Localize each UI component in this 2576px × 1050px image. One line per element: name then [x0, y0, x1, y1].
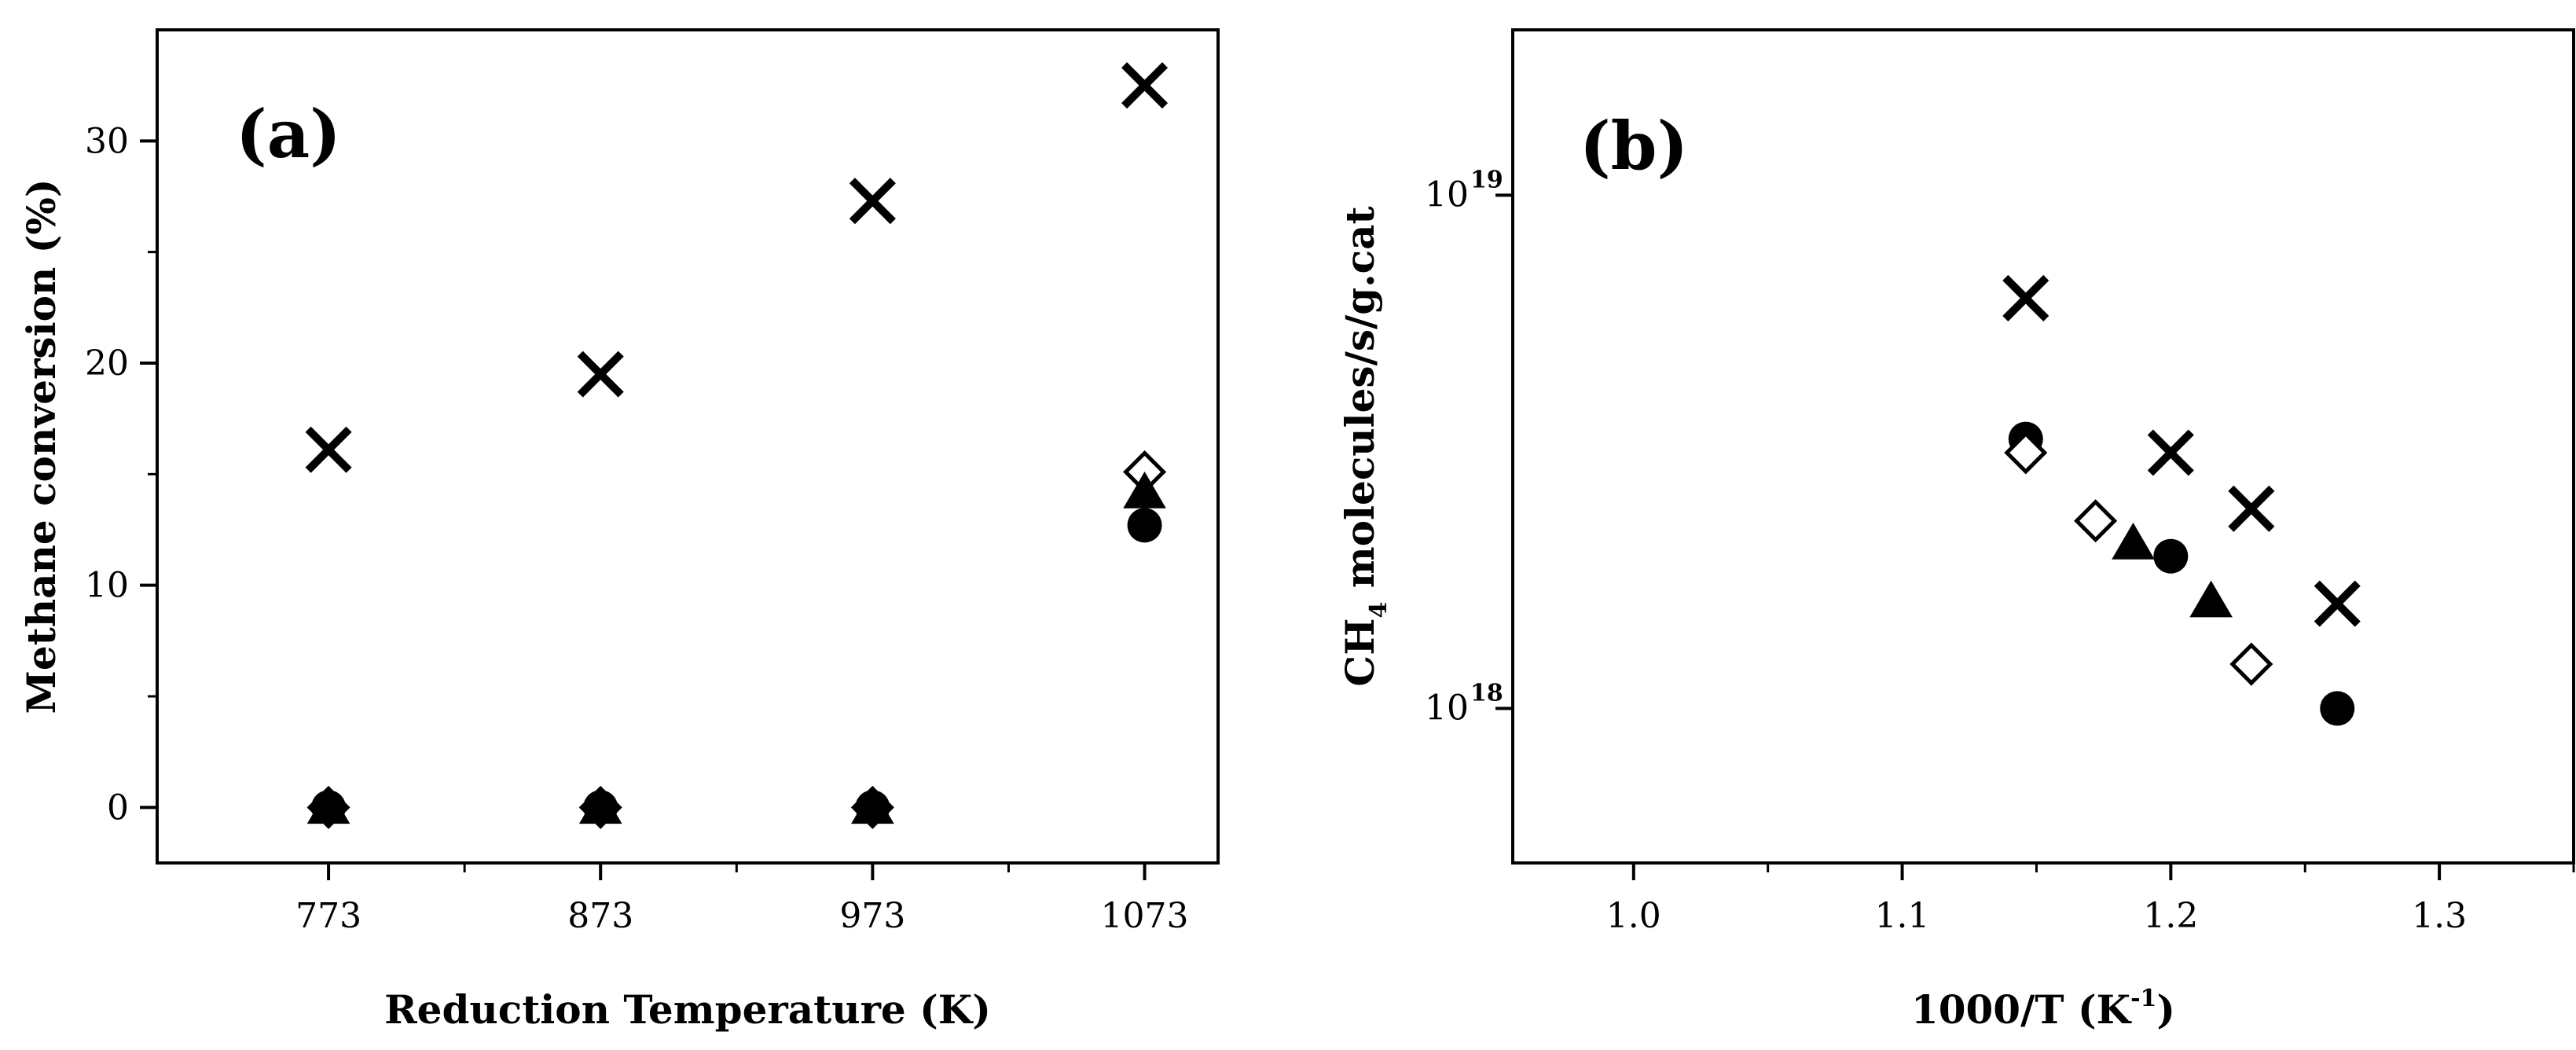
point-b-diamond-open-0 — [2004, 431, 2048, 475]
point-b-x-cross-0 — [2002, 274, 2049, 321]
panel-b-frame — [1511, 28, 2575, 865]
y-tick-label-b-1: 10 — [1425, 688, 1469, 728]
panel-b: (b) 1000/T (K-1) CH4 molecules/s/g.cat 1… — [1337, 28, 2575, 1033]
point-b-triangle-filled-0 — [2112, 523, 2155, 560]
point-b-x-cross-3 — [2314, 580, 2361, 627]
panel-b-marks — [2002, 274, 2361, 726]
panel-b-xlabel: 1000/T (K-1) — [1911, 985, 2175, 1033]
panel-a-ylabel: Methane conversion (%) — [18, 178, 64, 714]
x-tick-label-b-0: 1.0 — [1606, 896, 1661, 936]
point-a-circle-filled-0 — [311, 790, 347, 825]
point-a-circle-filled-2 — [855, 790, 890, 825]
y-tick-label-a-3: 30 — [85, 121, 129, 161]
x-tick-label-b-1: 1.1 — [1875, 896, 1930, 936]
point-a-x-cross-1 — [577, 351, 624, 398]
panel-b-ylabel: CH4 molecules/s/g.cat — [1337, 206, 1393, 686]
y-tick-exp-b-1: 18 — [1470, 679, 1503, 707]
point-a-circle-filled-1 — [583, 790, 618, 825]
point-b-circle-filled-2 — [2320, 691, 2355, 726]
x-tick-label-b-3: 1.3 — [2412, 896, 2467, 936]
point-a-x-cross-2 — [849, 178, 896, 225]
panel-b-label: (b) — [1580, 107, 1688, 185]
y-tick-label-b-0: 10 — [1425, 174, 1469, 215]
y-tick-label-a-0: 0 — [107, 788, 129, 828]
x-tick-label-a-0: 773 — [295, 896, 361, 936]
panel-a-ticks: 773 873 973 1073 0 10 20 30 — [85, 121, 1189, 936]
point-b-triangle-filled-1 — [2189, 580, 2233, 618]
panel-b-xlabel-main: 1000/T (K — [1911, 986, 2132, 1033]
point-a-circle-filled-3 — [1127, 508, 1162, 543]
y-tick-label-a-1: 10 — [85, 566, 129, 606]
y-tick-exp-b-0: 19 — [1470, 166, 1503, 193]
point-b-diamond-open-2 — [2229, 642, 2273, 686]
point-b-diamond-open-1 — [2074, 499, 2118, 543]
point-b-x-cross-2 — [2228, 485, 2275, 532]
y-tick-label-a-2: 20 — [85, 343, 129, 384]
point-a-triangle-filled-3 — [1123, 471, 1166, 508]
panel-a-xlabel: Reduction Temperature (K) — [384, 986, 991, 1033]
panel-b-xlabel-end: ) — [2156, 986, 2175, 1033]
x-tick-label-a-2: 973 — [839, 896, 905, 936]
panel-a-marks — [305, 62, 1169, 829]
x-tick-label-a-1: 873 — [567, 896, 633, 936]
point-b-x-cross-1 — [2147, 429, 2194, 476]
panel-a-label: (a) — [236, 95, 341, 173]
point-a-x-cross-0 — [305, 426, 352, 473]
x-tick-label-a-3: 1073 — [1101, 896, 1189, 936]
point-b-circle-filled-1 — [2153, 538, 2189, 574]
panel-b-ylabel-pre: CH — [1337, 619, 1383, 687]
panel-a: (a) Reduction Temperature (K) Methane co… — [18, 28, 1220, 1033]
x-tick-label-b-2: 1.2 — [2143, 896, 2198, 936]
panel-b-xlabel-sup: -1 — [2130, 985, 2156, 1012]
panel-a-frame — [156, 28, 1220, 865]
panel-b-ylabel-sub: 4 — [1365, 602, 1393, 619]
panel-b-ylabel-post: molecules/s/g.cat — [1337, 206, 1383, 601]
point-a-x-cross-3 — [1121, 62, 1169, 109]
